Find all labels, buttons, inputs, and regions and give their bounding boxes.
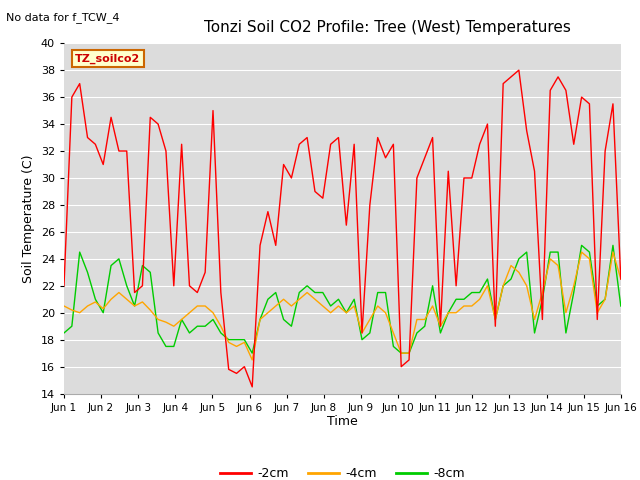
Legend: -2cm, -4cm, -8cm: -2cm, -4cm, -8cm — [215, 462, 470, 480]
Title: Tonzi Soil CO2 Profile: Tree (West) Temperatures: Tonzi Soil CO2 Profile: Tree (West) Temp… — [204, 20, 570, 35]
Text: No data for f_TCW_4: No data for f_TCW_4 — [6, 12, 120, 23]
Y-axis label: Soil Temperature (C): Soil Temperature (C) — [22, 154, 35, 283]
X-axis label: Time: Time — [327, 415, 358, 429]
Text: TZ_soilco2: TZ_soilco2 — [75, 54, 140, 64]
